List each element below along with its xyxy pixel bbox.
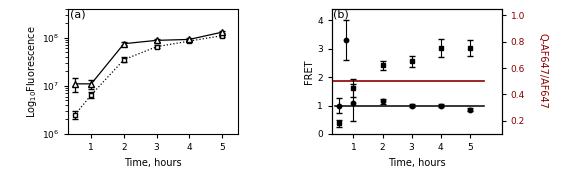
- Y-axis label: Q-AF647/AF647: Q-AF647/AF647: [538, 33, 548, 109]
- Y-axis label: Log$_{10}$Fluorescence: Log$_{10}$Fluorescence: [25, 25, 39, 118]
- Y-axis label: FRET: FRET: [304, 59, 314, 84]
- X-axis label: Time, hours: Time, hours: [388, 158, 446, 168]
- X-axis label: Time, hours: Time, hours: [124, 158, 182, 168]
- Text: (a): (a): [70, 10, 86, 20]
- Text: (b): (b): [333, 10, 349, 20]
